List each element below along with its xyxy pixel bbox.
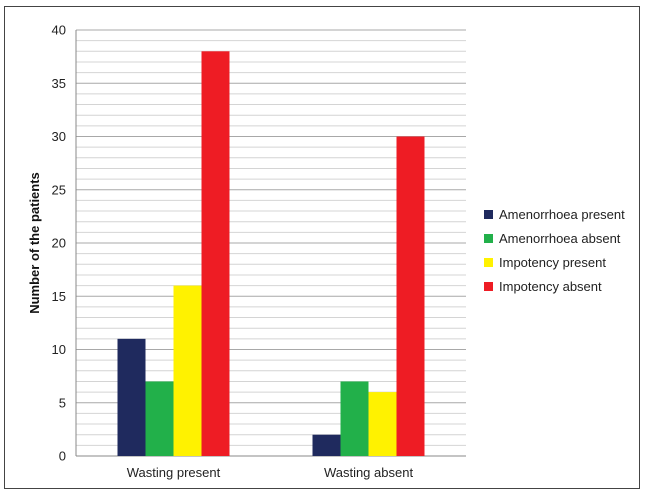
chart-frame bbox=[4, 6, 640, 489]
y-tick-label: 0 bbox=[59, 449, 66, 464]
bar bbox=[312, 434, 341, 456]
bar bbox=[396, 136, 425, 456]
bar bbox=[340, 381, 369, 456]
bar bbox=[117, 338, 146, 456]
y-tick-label: 40 bbox=[52, 23, 66, 38]
y-tick-label: 5 bbox=[59, 395, 66, 410]
legend-swatch bbox=[484, 210, 493, 219]
legend-label: Impotency present bbox=[499, 255, 606, 270]
y-tick-label: 25 bbox=[52, 182, 66, 197]
bar bbox=[201, 51, 230, 457]
legend-swatch bbox=[484, 234, 493, 243]
legend-label: Impotency absent bbox=[499, 279, 602, 294]
y-tick-label: 10 bbox=[52, 342, 66, 357]
y-tick-label: 30 bbox=[52, 129, 66, 144]
x-tick-label: Wasting absent bbox=[324, 465, 414, 480]
y-axis-title: Number of the patients bbox=[27, 172, 42, 314]
y-tick-label: 35 bbox=[52, 76, 66, 91]
legend-label: Amenorrhoea present bbox=[499, 207, 625, 222]
y-tick-label: 20 bbox=[52, 236, 66, 251]
y-tick-label: 15 bbox=[52, 289, 66, 304]
legend-swatch bbox=[484, 258, 493, 267]
bar bbox=[173, 285, 202, 456]
bar bbox=[368, 392, 397, 456]
legend-swatch bbox=[484, 282, 493, 291]
legend-label: Amenorrhoea absent bbox=[499, 231, 621, 246]
bar bbox=[145, 381, 174, 456]
x-tick-label: Wasting present bbox=[127, 465, 221, 480]
